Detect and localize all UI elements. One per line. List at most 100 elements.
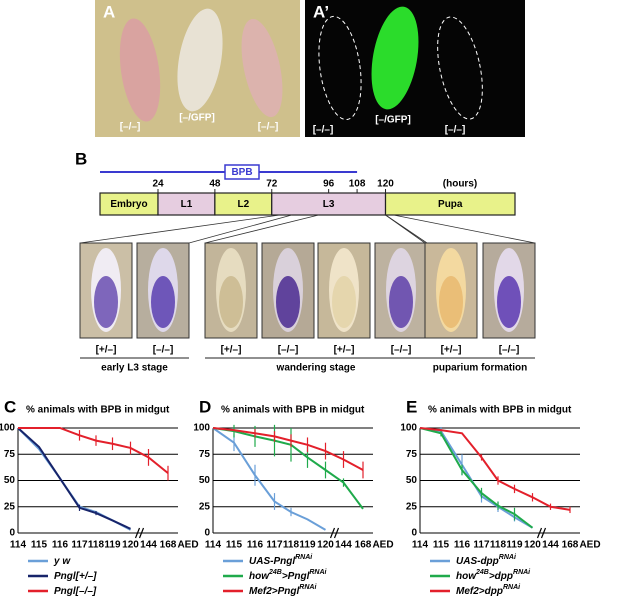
legend-part: >dpp xyxy=(489,571,513,582)
legend-part: 24B xyxy=(268,569,282,576)
series-line xyxy=(419,427,534,529)
bpb-label: BPB xyxy=(231,167,252,178)
hour-label: 120 xyxy=(377,179,394,190)
axis-break xyxy=(138,527,145,539)
axis-break xyxy=(329,527,336,539)
genotype-label: [–/–] xyxy=(278,345,299,356)
stage-label: L3 xyxy=(323,199,335,210)
legend-part: Pngl[+/–] xyxy=(54,571,97,582)
legend-label: Mef2>dppRNAi xyxy=(456,584,521,597)
caption: [–/–] xyxy=(258,122,279,133)
chart-title: % animals with BPB in midgut xyxy=(428,405,572,416)
legend-label: how24B>PnglRNAi xyxy=(249,569,328,582)
legend-part: 24B xyxy=(475,569,489,576)
x-tick-label: 119 xyxy=(104,540,121,551)
larva-gut xyxy=(151,276,175,328)
y-tick-label: 0 xyxy=(411,528,417,539)
x-tick-label: 118 xyxy=(283,540,300,551)
legend-part: RNAi xyxy=(513,569,531,576)
group-label: wandering stage xyxy=(276,363,356,374)
legend-label: UAS-dppRNAi xyxy=(456,554,517,567)
larva xyxy=(177,8,223,112)
series-line xyxy=(419,427,571,511)
y-tick-label: 25 xyxy=(4,501,16,512)
stage-label: L1 xyxy=(181,199,193,210)
y-tick-label: 100 xyxy=(0,423,15,434)
legend-part: y w xyxy=(53,556,71,567)
bpb-box xyxy=(224,164,260,180)
x-axis-label: AED xyxy=(372,540,393,551)
larva-gut xyxy=(94,276,118,328)
legend-part: Mef2>Pngl xyxy=(249,586,300,597)
x-tick-label: 114 xyxy=(412,540,429,551)
gfp-larva xyxy=(371,6,419,110)
y-tick-label: 75 xyxy=(406,449,418,460)
x-tick-label: 120 xyxy=(524,540,541,551)
panel-label: A xyxy=(103,2,115,21)
outline xyxy=(437,16,483,120)
caption: [–/–] xyxy=(313,125,334,136)
series-line xyxy=(212,427,364,471)
y-tick-label: 50 xyxy=(406,475,418,486)
group-label: puparium formation xyxy=(433,363,527,374)
x-tick-label: 144 xyxy=(542,540,559,551)
stage-box xyxy=(384,192,516,216)
zoom-line xyxy=(204,214,319,244)
larva-gut xyxy=(389,276,413,328)
stage-label: Pupa xyxy=(438,199,463,210)
hour-label: 108 xyxy=(349,179,366,190)
panel-label: D xyxy=(199,397,211,416)
caption: [–/GFP] xyxy=(375,115,411,126)
larva xyxy=(119,18,161,122)
zoom-line xyxy=(393,214,536,244)
legend-part: RNAi xyxy=(295,554,313,561)
x-tick-label: 119 xyxy=(506,540,523,551)
legend-part: RNAi xyxy=(503,584,521,591)
zoom-line xyxy=(188,214,292,244)
x-tick-label: 117 xyxy=(71,540,88,551)
outline xyxy=(318,15,362,121)
hour-label: 72 xyxy=(266,179,278,190)
genotype-label: [+/–] xyxy=(334,345,355,356)
caption: [–/GFP] xyxy=(179,113,215,124)
legend-label: Pngl[–/–] xyxy=(54,586,97,597)
x-tick-label: 119 xyxy=(299,540,316,551)
genotype-label: [+/–] xyxy=(441,345,462,356)
y-tick-label: 50 xyxy=(199,475,211,486)
legend-part: UAS-Pngl xyxy=(249,556,295,567)
y-tick-label: 75 xyxy=(4,449,16,460)
x-tick-label: 116 xyxy=(454,540,471,551)
y-tick-label: 0 xyxy=(204,528,210,539)
x-tick-label: 116 xyxy=(247,540,264,551)
hour-label: 96 xyxy=(323,179,335,190)
genotype-label: [–/–] xyxy=(391,345,412,356)
zoom-line xyxy=(385,214,426,244)
legend-part: Mef2>dpp xyxy=(456,586,503,597)
x-tick-label: 168 xyxy=(355,540,372,551)
larva-gut xyxy=(276,276,300,328)
y-tick-label: 75 xyxy=(199,449,211,460)
chart-title: % animals with BPB in midgut xyxy=(26,405,170,416)
hour-label: 24 xyxy=(152,179,164,190)
caption: [–/–] xyxy=(445,125,466,136)
x-tick-label: 168 xyxy=(562,540,579,551)
axis-break xyxy=(536,527,543,539)
y-tick-label: 100 xyxy=(193,423,210,434)
y-tick-label: 25 xyxy=(406,501,418,512)
panel-label: B xyxy=(75,149,87,168)
x-tick-label: 114 xyxy=(205,540,222,551)
y-tick-label: 100 xyxy=(400,423,417,434)
legend-label: UAS-PnglRNAi xyxy=(249,554,313,567)
x-axis-label: AED xyxy=(579,540,600,551)
larva-gut xyxy=(497,276,521,328)
x-tick-label: 120 xyxy=(317,540,334,551)
larva-gut xyxy=(332,276,356,328)
x-tick-label: 114 xyxy=(10,540,27,551)
legend-part: RNAi xyxy=(499,554,517,561)
axis-break xyxy=(134,527,141,539)
larva xyxy=(241,18,283,118)
legend-part: >Pngl xyxy=(282,571,310,582)
x-tick-label: 118 xyxy=(490,540,507,551)
legend-part: how xyxy=(456,571,477,582)
